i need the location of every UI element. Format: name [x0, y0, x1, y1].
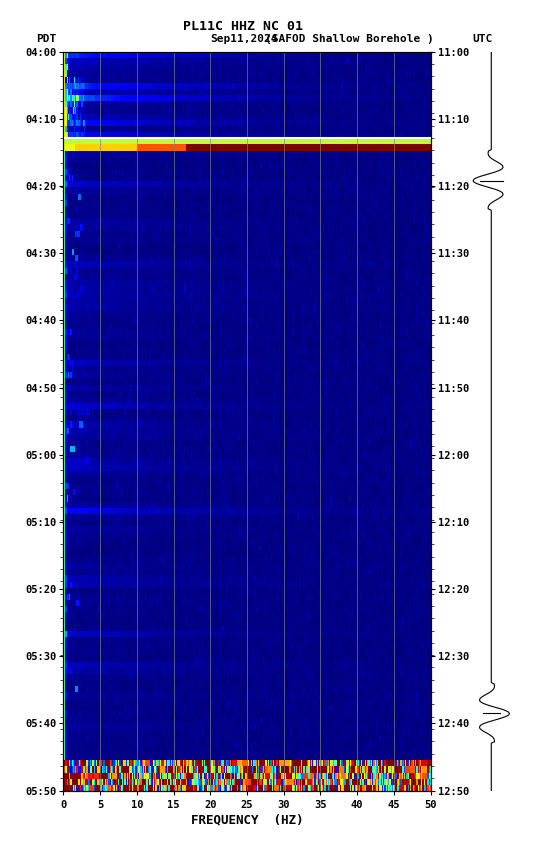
X-axis label: FREQUENCY  (HZ): FREQUENCY (HZ)	[191, 814, 303, 827]
Text: Sep11,2024: Sep11,2024	[210, 34, 277, 44]
Text: PDT: PDT	[36, 34, 56, 44]
Text: (SAFOD Shallow Borehole ): (SAFOD Shallow Borehole )	[265, 34, 434, 44]
Text: UTC: UTC	[472, 34, 492, 44]
Text: PL11C HHZ NC 01: PL11C HHZ NC 01	[183, 20, 303, 34]
